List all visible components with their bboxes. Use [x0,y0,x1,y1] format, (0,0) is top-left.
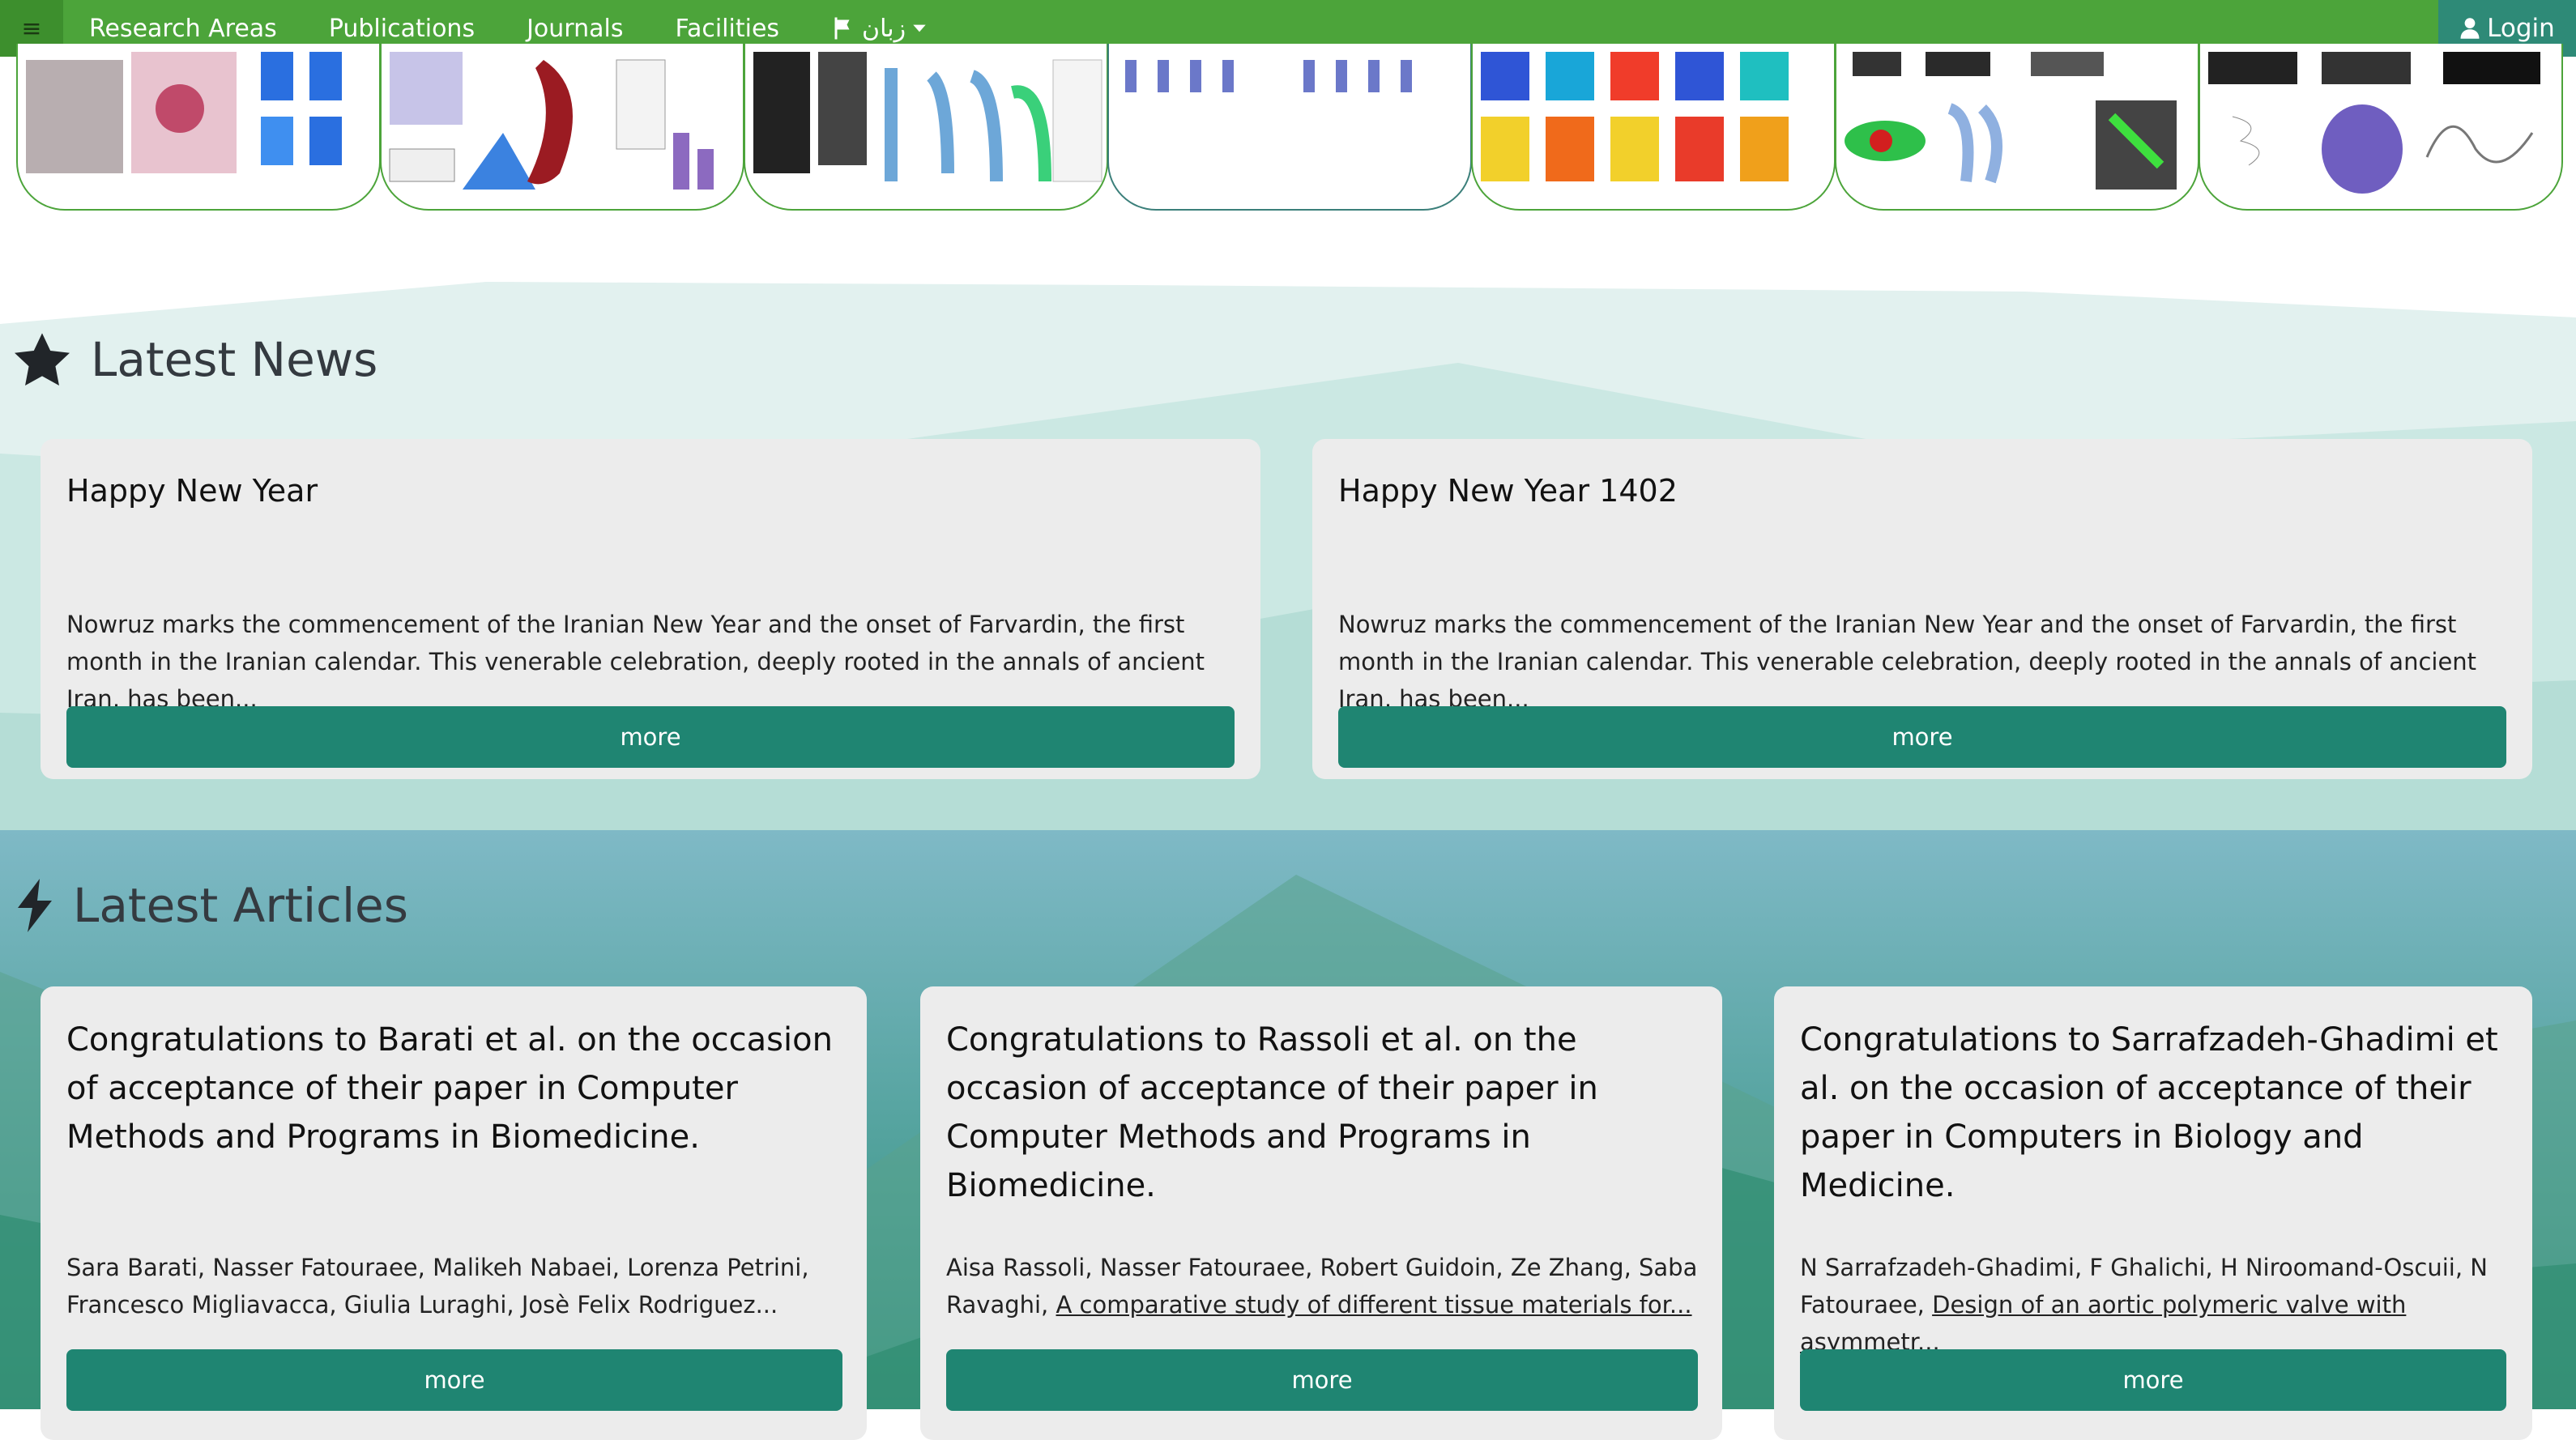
flag-icon [834,17,850,40]
news-more-button[interactable]: more [1338,706,2506,768]
nav-research-areas[interactable]: Research Areas [89,14,277,43]
caret-down-icon [913,24,926,32]
latest-news-title: Latest News [91,332,378,387]
research-thumbnail[interactable] [1107,44,1472,211]
article-authors-text: Sara Barati, Nasser Fatouraee, Malikeh N… [66,1254,809,1319]
research-thumbnail[interactable] [744,44,1108,211]
article-more-button[interactable]: more [66,1349,842,1411]
thumbnail-image [1125,60,1412,92]
article-card-title[interactable]: Congratulations to Rassoli et al. on the… [946,1021,1598,1204]
article-paper-link[interactable]: A comparative study of different tissue … [1056,1291,1692,1319]
research-thumbnail[interactable] [1835,44,2199,211]
language-dropdown[interactable]: زبان [831,15,935,43]
user-icon [2460,18,2480,39]
hamburger-icon: ≡ [21,14,42,43]
news-card-body: Nowruz marks the commencement of the Ira… [66,611,1205,713]
thumbnail-image [2208,52,2540,194]
article-more-button[interactable]: more [1800,1349,2506,1411]
thumbnail-image [1845,52,2177,190]
article-card-title[interactable]: Congratulations to Sarrafzadeh-Ghadimi e… [1800,1021,2498,1204]
bolt-icon [18,879,52,932]
article-card-authors: Aisa Rassoli, Nasser Fatouraee, Robert G… [946,1249,1700,1323]
news-card-body: Nowruz marks the commencement of the Ira… [1338,611,2477,713]
language-label: زبان [862,14,906,43]
news-card-title[interactable]: Happy New Year [66,473,318,509]
latest-news-heading: Latest News [15,332,377,387]
star-icon [15,333,70,386]
latest-articles-heading: Latest Articles [15,878,408,933]
article-card-title[interactable]: Congratulations to Barati et al. on the … [66,1021,833,1156]
thumbnail-image [1481,52,1789,181]
news-card-title[interactable]: Happy New Year 1402 [1338,473,1678,509]
article-card-authors: Sara Barati, Nasser Fatouraee, Malikeh N… [66,1249,844,1323]
news-more-button[interactable]: more [66,706,1235,768]
login-label: Login [2487,14,2555,43]
article-authors-text: N Sarrafzadeh-Ghadimi, F Ghalichi, H Nir… [1800,1254,2488,1319]
article-card: Congratulations to Sarrafzadeh-Ghadimi e… [1774,986,2532,1440]
research-thumbnail-strip [16,44,2563,211]
research-thumbnail[interactable] [1471,44,1836,211]
latest-articles-title: Latest Articles [73,878,408,933]
research-thumbnail[interactable] [16,44,381,211]
article-paper-link[interactable]: Design of an aortic polymeric valve with… [1800,1291,2407,1356]
thumbnail-image [753,52,1102,182]
nav-journals[interactable]: Journals [527,14,624,43]
article-more-button[interactable]: more [946,1349,1698,1411]
article-card: Congratulations to Rassoli et al. on the… [920,986,1722,1440]
article-card-authors: N Sarrafzadeh-Ghadimi, F Ghalichi, H Nir… [1800,1249,2510,1361]
article-authors-text: Aisa Rassoli, Nasser Fatouraee, Robert G… [946,1254,1698,1319]
news-card: Happy New Year Nowruz marks the commence… [41,439,1260,779]
nav-publications[interactable]: Publications [328,14,476,43]
article-card: Congratulations to Barati et al. on the … [41,986,867,1440]
news-card: Happy New Year 1402 Nowruz marks the com… [1312,439,2532,779]
research-thumbnail[interactable] [380,44,744,211]
thumbnail-image [26,52,342,173]
thumbnail-image [389,52,714,190]
research-thumbnail[interactable] [2199,44,2563,211]
nav-links: Research Areas Publications Journals Fac… [89,15,935,43]
nav-facilities[interactable]: Facilities [675,14,780,43]
